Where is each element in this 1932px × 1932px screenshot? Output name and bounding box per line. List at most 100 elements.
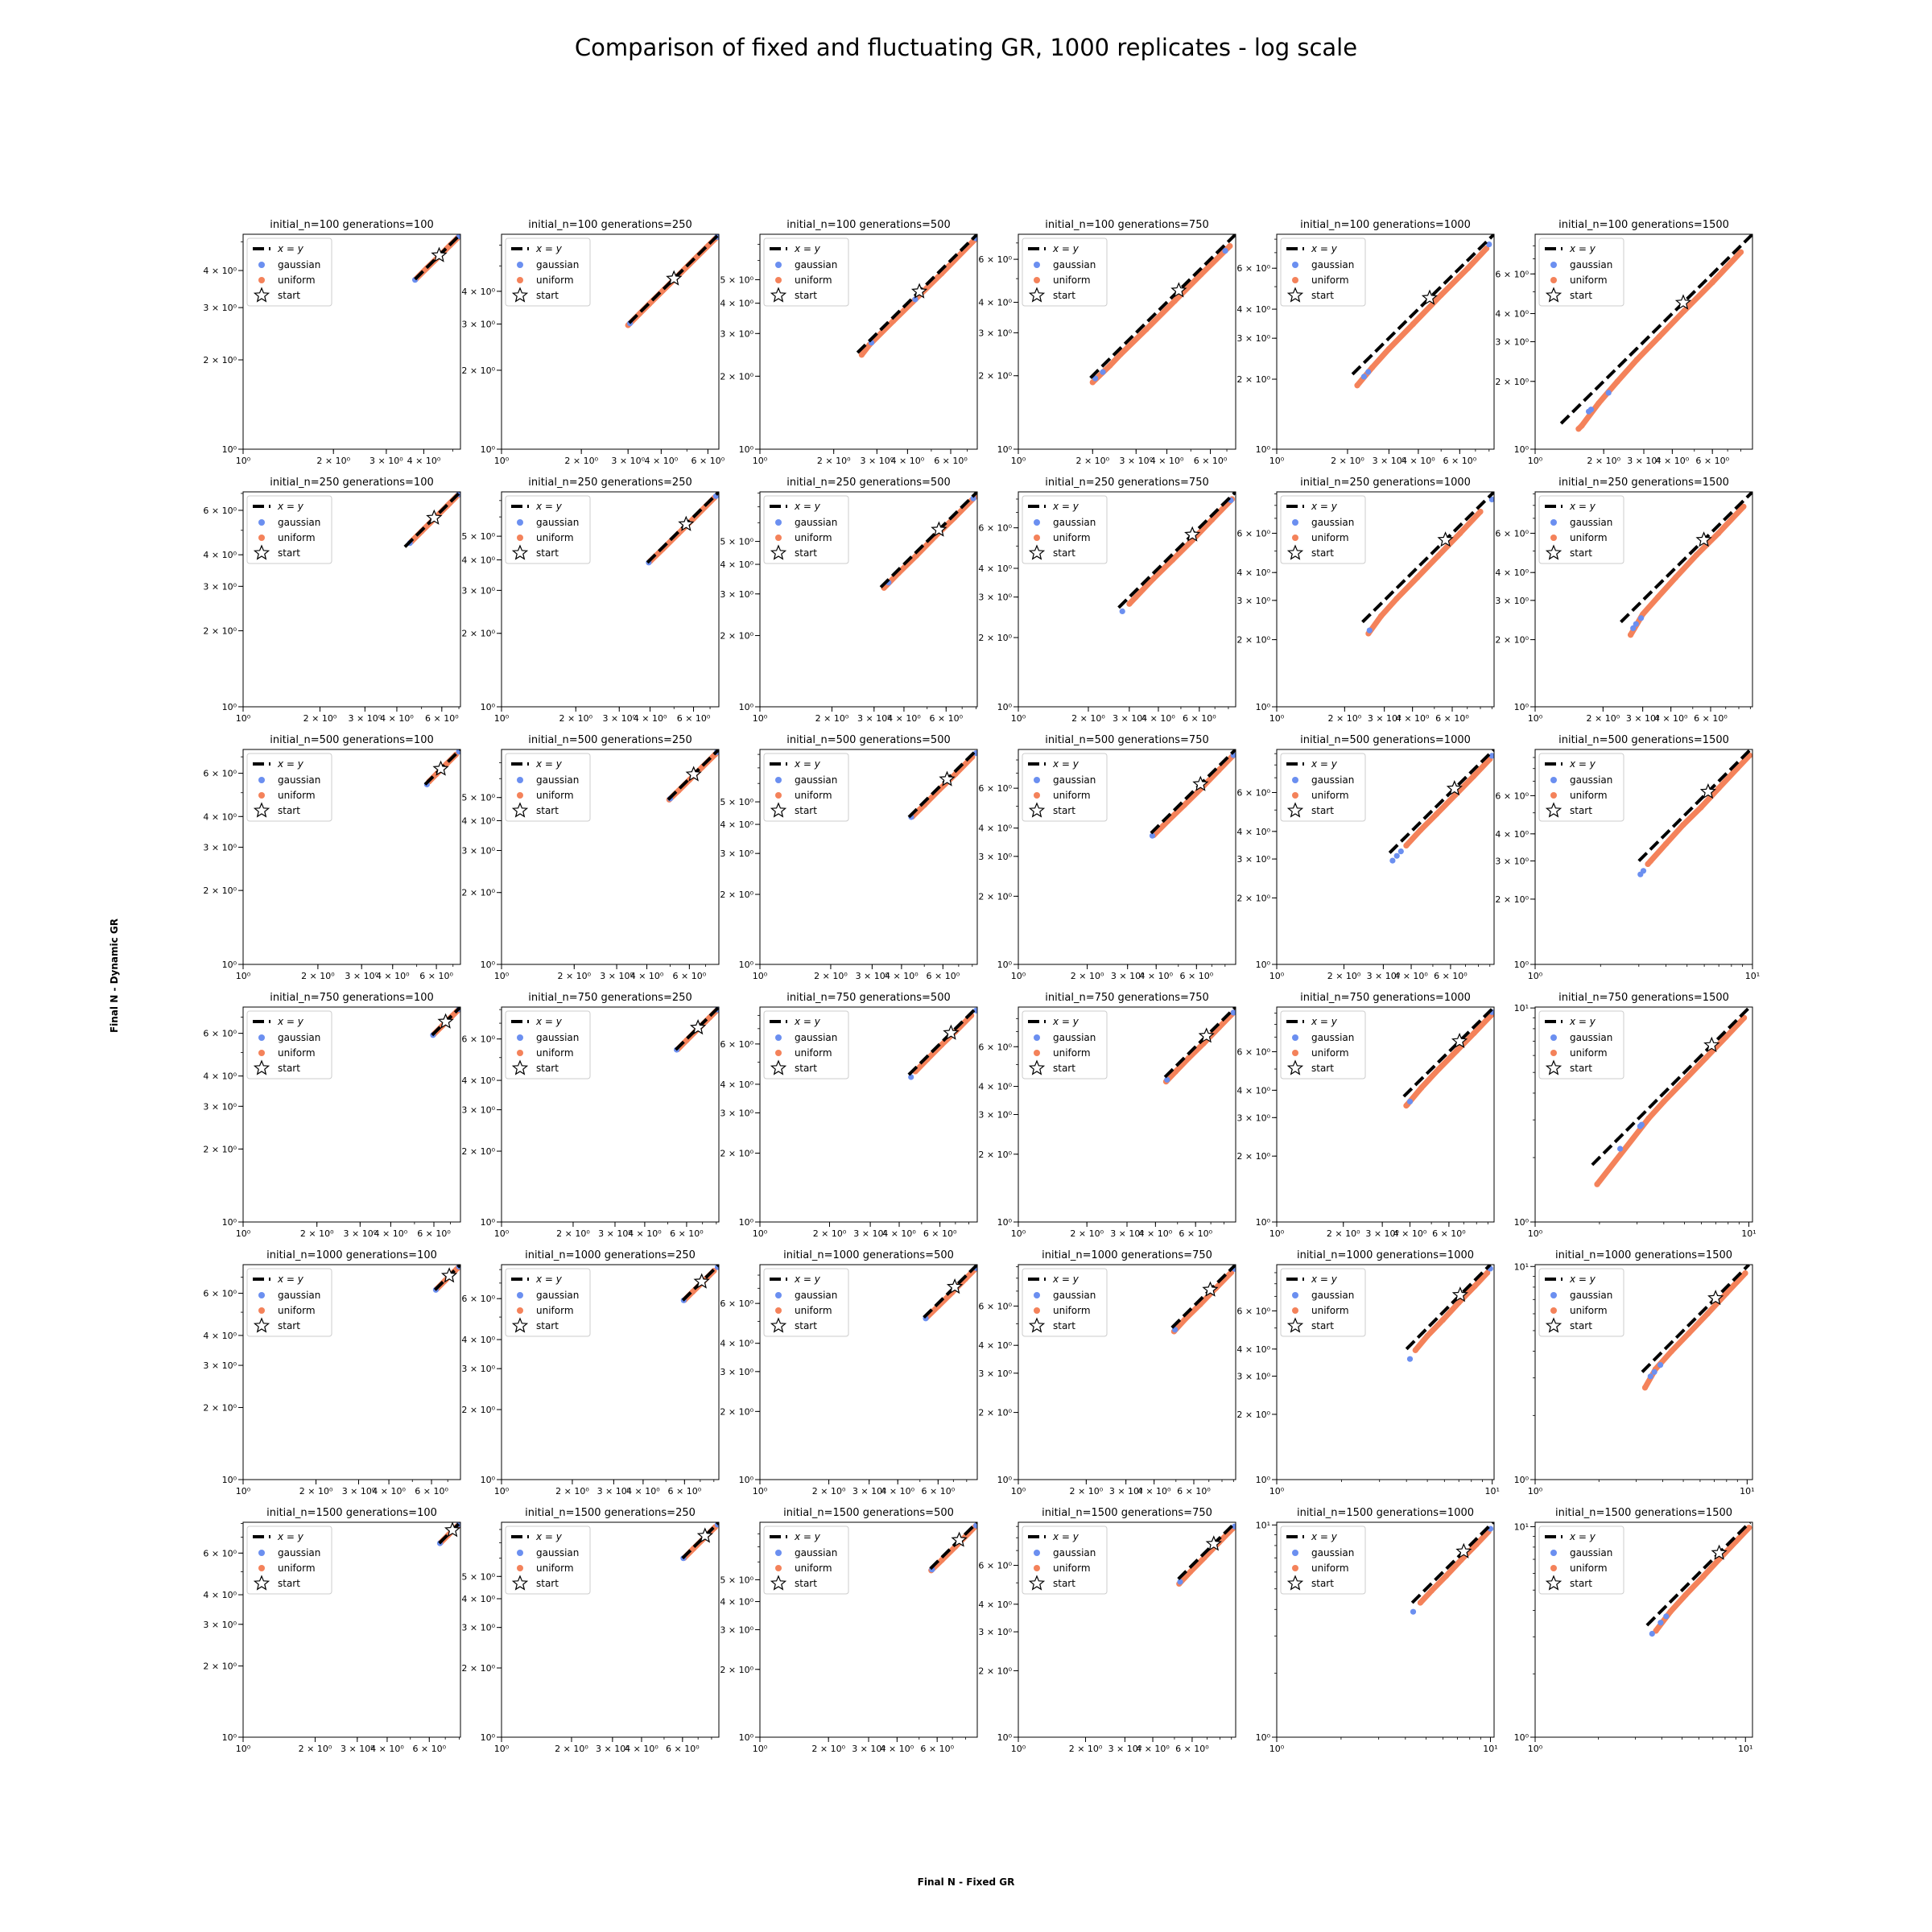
legend: x = y gaussian uniform start	[1022, 753, 1108, 822]
legend-gaussian-swatch	[517, 777, 523, 783]
legend-uniform-swatch	[258, 1050, 265, 1056]
legend-label-gaussian: gaussian	[1053, 517, 1096, 528]
legend-gaussian-swatch	[1034, 1292, 1040, 1298]
legend-label-start: start	[536, 1063, 559, 1074]
y-tick-label: 10⁰	[739, 702, 754, 712]
y-tick-label: 2 × 10⁰	[720, 1148, 753, 1158]
legend-uniform-swatch	[517, 1050, 523, 1056]
x-tick-label: 4 × 10⁰	[1136, 1744, 1170, 1754]
start-marker	[685, 766, 702, 782]
subplot-title: initial_n=500 generations=250	[528, 734, 692, 746]
uniform-trail	[1470, 756, 1493, 779]
legend-label-start: start	[1570, 547, 1592, 559]
identity-line	[1351, 234, 1494, 376]
y-tick-label: 5 × 10⁰	[720, 275, 753, 285]
y-tick-label: 4 × 10⁰	[720, 559, 753, 570]
legend-label-gaussian: gaussian	[1570, 517, 1612, 528]
y-tick-label: 10⁰	[739, 444, 754, 455]
x-tick-label: 6 × 10⁰	[666, 1744, 700, 1754]
x-tick-label: 6 × 10⁰	[1694, 713, 1728, 724]
y-tick-label: 2 × 10⁰	[461, 1663, 495, 1674]
x-tick-label: 10⁰	[1011, 971, 1026, 981]
y-tick-label: 6 × 10⁰	[720, 1298, 753, 1309]
y-tick-label: 2 × 10⁰	[461, 365, 495, 376]
legend-start-swatch	[1028, 544, 1046, 560]
y-tick-label: 4 × 10⁰	[203, 811, 237, 822]
subplot-title: initial_n=1500 generations=250	[525, 1507, 696, 1519]
subplot-33: initial_n=1500 generations=500 10⁰ 2 × 10⁰…	[720, 1507, 978, 1754]
legend-label-line: x = y	[1311, 243, 1338, 254]
legend-box	[1280, 753, 1366, 822]
legend-start-swatch	[1286, 802, 1304, 818]
x-tick-label: 10⁰	[236, 456, 251, 466]
axes-frame	[1276, 1006, 1495, 1223]
legend-start-swatch	[1545, 802, 1563, 818]
identity-line	[1641, 1265, 1751, 1373]
y-tick-label: 6 × 10⁰	[978, 254, 1012, 265]
plot-area	[436, 1522, 460, 1546]
subplot-21: initial_n=750 generations=500 10⁰ 2 × 10⁰ 3…	[720, 992, 978, 1239]
gaussian-point	[1638, 615, 1645, 621]
legend-uniform-swatch	[1292, 1565, 1298, 1571]
x-tick-label: 4 × 10⁰	[1150, 456, 1184, 466]
x-tick-label: 6 × 10⁰	[412, 1744, 446, 1754]
uniform-trail	[1418, 811, 1440, 833]
legend-label-gaussian: gaussian	[1053, 1032, 1096, 1043]
subplot-title: initial_n=500 generations=1000	[1300, 734, 1471, 746]
x-tick-label: 2 × 10⁰	[1070, 1486, 1104, 1496]
identity-line	[1620, 492, 1752, 624]
identity-line	[438, 1522, 460, 1545]
legend-box	[763, 495, 849, 564]
y-tick-label: 3 × 10⁰	[1495, 596, 1529, 606]
x-tick-label: 4 × 10⁰	[630, 971, 664, 981]
x-tick-label: 10⁰	[494, 1228, 510, 1239]
x-tick-label: 2 × 10⁰	[1587, 713, 1620, 724]
legend: x = y gaussian uniform start	[246, 495, 332, 564]
legend-label-gaussian: gaussian	[1311, 774, 1354, 786]
start-marker	[432, 760, 449, 776]
legend-label-line: x = y	[277, 243, 304, 254]
legend-label-line: x = y	[1311, 1531, 1338, 1542]
uniform-trail	[1667, 1591, 1689, 1615]
legend-start-swatch	[253, 544, 270, 560]
legend-label-start: start	[1053, 805, 1075, 816]
legend: x = y gaussian uniform start	[1022, 1525, 1108, 1595]
legend-label-start: start	[795, 1320, 817, 1331]
subplot-23: initial_n=750 generations=1000 10⁰ 2 × 10⁰…	[1236, 992, 1495, 1239]
legend-box	[1280, 495, 1366, 564]
start-marker	[1446, 780, 1463, 796]
x-tick-label: 10⁰	[236, 1486, 251, 1496]
gaussian-point	[912, 296, 919, 303]
uniform-trail	[1209, 496, 1235, 523]
legend-gaussian-swatch	[1550, 1292, 1557, 1298]
subplot-title: initial_n=500 generations=100	[270, 734, 434, 746]
y-tick-label: 5 × 10⁰	[720, 797, 753, 807]
x-tick-label: 6 × 10⁰	[1177, 1486, 1211, 1496]
legend-uniform-swatch	[1550, 792, 1557, 799]
y-tick-label: 10⁰	[1256, 1732, 1271, 1743]
uniform-trail	[1457, 509, 1484, 536]
y-tick-label: 4 × 10⁰	[1236, 568, 1270, 578]
x-tick-label: 10⁰	[1011, 1744, 1026, 1754]
gaussian-point	[1360, 374, 1367, 380]
x-tick-label: 4 × 10⁰	[885, 971, 919, 981]
x-tick-label: 2 × 10⁰	[555, 1744, 588, 1754]
y-tick-label: 3 × 10⁰	[203, 303, 237, 313]
legend-start-swatch	[770, 544, 787, 560]
legend-label-gaussian: gaussian	[278, 1032, 320, 1043]
x-tick-label: 3 × 10⁰	[1365, 1228, 1399, 1239]
plot-area	[432, 1265, 460, 1293]
y-tick-label: 10⁰	[997, 444, 1013, 455]
legend-box	[1538, 1525, 1624, 1595]
subplot-13: initial_n=500 generations=100 10⁰ 2 × 10⁰ 3…	[203, 734, 461, 981]
plot-area	[1176, 1522, 1236, 1587]
legend-label-uniform: uniform	[1570, 275, 1608, 286]
x-tick-label: 4 × 10⁰	[1396, 713, 1430, 724]
y-tick-label: 10⁰	[481, 444, 496, 455]
uniform-trail	[1438, 265, 1471, 298]
x-tick-label: 2 × 10⁰	[1070, 1228, 1104, 1239]
legend-label-uniform: uniform	[795, 1563, 832, 1574]
y-tick-label: 4 × 10⁰	[978, 564, 1012, 574]
y-tick-label: 10⁰	[481, 1732, 496, 1743]
uniform-trail	[1439, 1299, 1462, 1323]
